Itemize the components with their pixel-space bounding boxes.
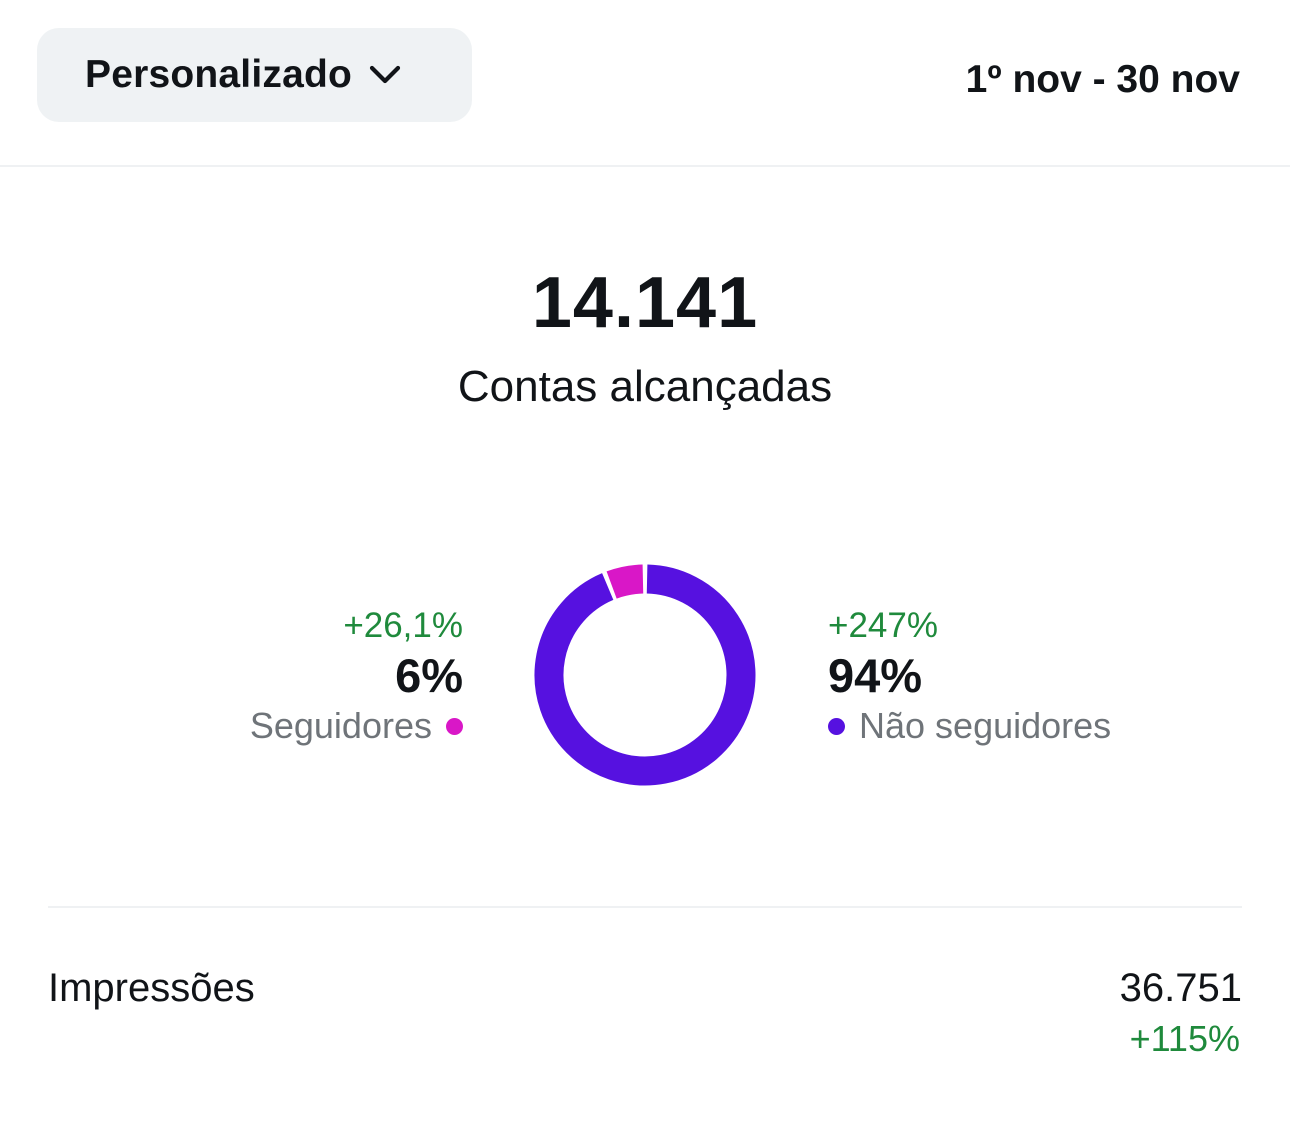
insights-header: Personalizado 1º nov - 30 nov (0, 0, 1290, 167)
accounts-reached-label: Contas alcançadas (457, 362, 833, 411)
audience-donut-chart[interactable] (533, 563, 757, 787)
non-followers-legend-label: Não seguidores (859, 705, 1112, 746)
followers-breakdown: +26,1% 6% Seguidores (250, 606, 463, 748)
period-dropdown[interactable]: Personalizado (37, 28, 472, 122)
followers-percent: 6% (395, 649, 463, 702)
followers-legend-label: Seguidores (249, 705, 432, 746)
followers-legend: Seguidores (250, 704, 463, 748)
followers-legend-dot-icon (446, 717, 463, 735)
date-range[interactable]: 1º nov - 30 nov (965, 58, 1240, 101)
chevron-down-icon (369, 65, 401, 84)
non-followers-breakdown: +247% 94% Não seguidores (828, 606, 1111, 748)
impressions-change: +115% (1129, 1018, 1240, 1059)
period-dropdown-label: Personalizado (85, 53, 353, 96)
non-followers-change: +247% (828, 606, 938, 645)
followers-change: +26,1% (343, 606, 463, 645)
accounts-reached-total: 14.141 (531, 263, 759, 343)
donut-segment-non-followers (534, 564, 756, 786)
non-followers-legend: Não seguidores (828, 704, 1111, 748)
impressions-label: Impressões (48, 966, 255, 1010)
non-followers-percent: 94% (828, 649, 923, 702)
impressions-value: 36.751 (1119, 966, 1242, 1010)
non-followers-legend-dot-icon (828, 717, 845, 735)
donut-segment-followers (606, 564, 644, 599)
section-divider (48, 906, 1242, 908)
